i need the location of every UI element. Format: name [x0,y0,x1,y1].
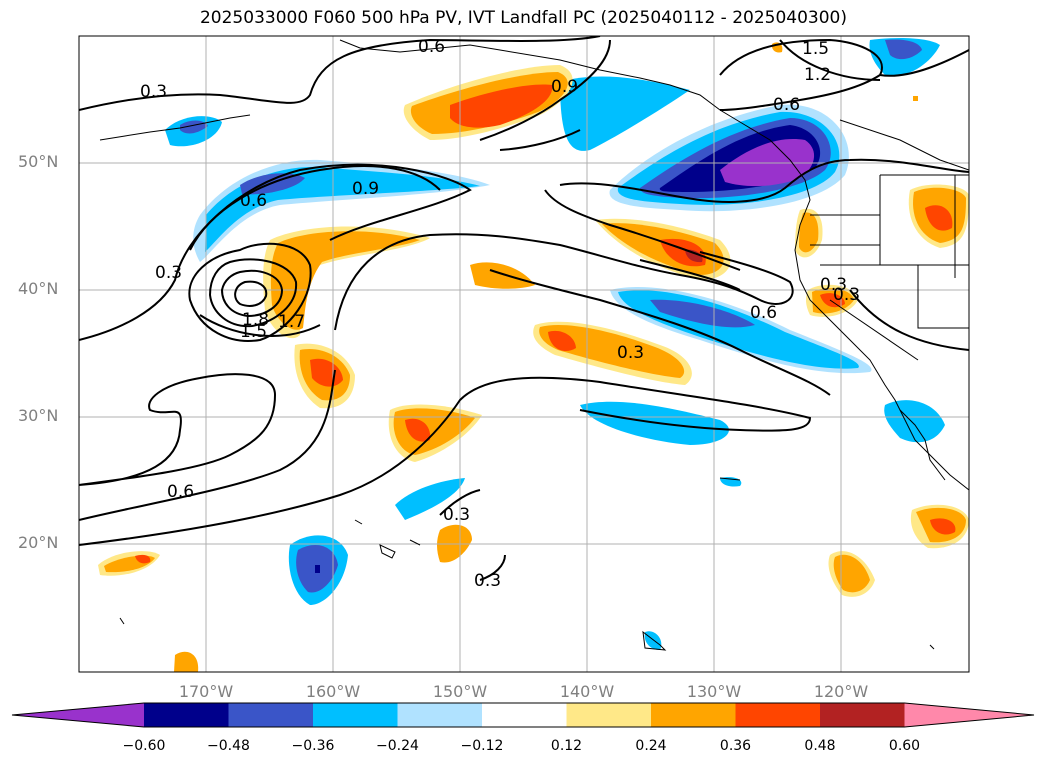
colorbar-segment [144,703,229,727]
contour-label: 1.8 [242,310,269,330]
colorbar-segment [482,703,567,727]
colorbar-segment [397,703,482,727]
contour-label: 0.6 [750,303,777,323]
contour-label: 1.5 [240,322,267,342]
colorbar-tick: 0.24 [635,738,667,754]
contour-label: 0.9 [352,179,379,199]
map-title: 2025033000 F060 500 hPa PV, IVT Landfall… [199,8,847,28]
lon-label-130w: 130°W [686,682,742,701]
colorbar-tick: −0.48 [207,738,250,754]
colorbar [11,702,1035,728]
lat-label-30n: 30°N [18,406,59,425]
colorbar-min-extension [12,703,144,727]
lat-label-20n: 20°N [18,533,59,552]
contour-label: 0.3 [443,505,470,525]
lon-label-160w: 160°W [305,682,361,701]
colorbar-tick: −0.12 [460,738,504,754]
map-frame [78,35,970,673]
contour-label: 1.7 [278,312,305,332]
contour-label: 0.3 [820,275,847,295]
contour-label: 0.3 [140,82,167,102]
colorbar-segment [735,703,820,727]
lat-label-50n: 50°N [18,152,59,171]
colorbar-tick: −0.60 [122,738,166,754]
colorbar-segment [651,703,736,727]
colorbar-tick: 0.48 [804,738,836,754]
contour-label: 0.6 [773,95,800,115]
positive-anomaly-shading [98,42,969,672]
contour-label: 0.3 [155,263,182,283]
lon-label-140w: 140°W [559,682,615,701]
colorbar-tick: 0.60 [888,738,921,754]
colorbar-outline [11,702,1035,728]
contour-label: 0.6 [167,482,194,502]
contour-label: 0.3 [474,571,501,591]
lon-label-150w: 150°W [432,682,488,701]
contour-label: 0.6 [418,37,445,57]
colorbar-segment [228,703,313,727]
colorbar-tick: 0.12 [550,738,583,754]
lat-label-40n: 40°N [18,279,59,298]
pv-contours [79,36,969,581]
lon-label-170w: 170°W [178,682,234,701]
lon-label-120w: 120°W [813,682,869,701]
contour-label: 0.3 [833,285,860,305]
graticule [79,36,969,672]
map-area: 0.6 1.5 1.2 0.3 0.9 0.6 0.9 0.3 0.6 0.3 … [79,36,969,672]
colorbar-tick: −0.24 [376,738,419,754]
contour-label: 0.9 [551,77,578,97]
colorbar-max-extension [904,703,1034,727]
coastlines [99,39,969,651]
contour-label: 0.6 [240,191,267,211]
colorbar-segment [820,703,905,727]
contour-label: 1.2 [804,65,831,85]
colorbar-tick: −0.36 [291,738,335,754]
contour-label: 0.3 [617,343,644,363]
colorbar-segment [313,703,398,727]
colorbar-segment [566,703,651,727]
contour-labels: 0.6 1.5 1.2 0.3 0.9 0.6 0.9 0.3 0.6 0.3 … [140,37,860,591]
colorbar-tick: 0.36 [719,738,752,754]
contour-label: 1.5 [802,39,829,59]
